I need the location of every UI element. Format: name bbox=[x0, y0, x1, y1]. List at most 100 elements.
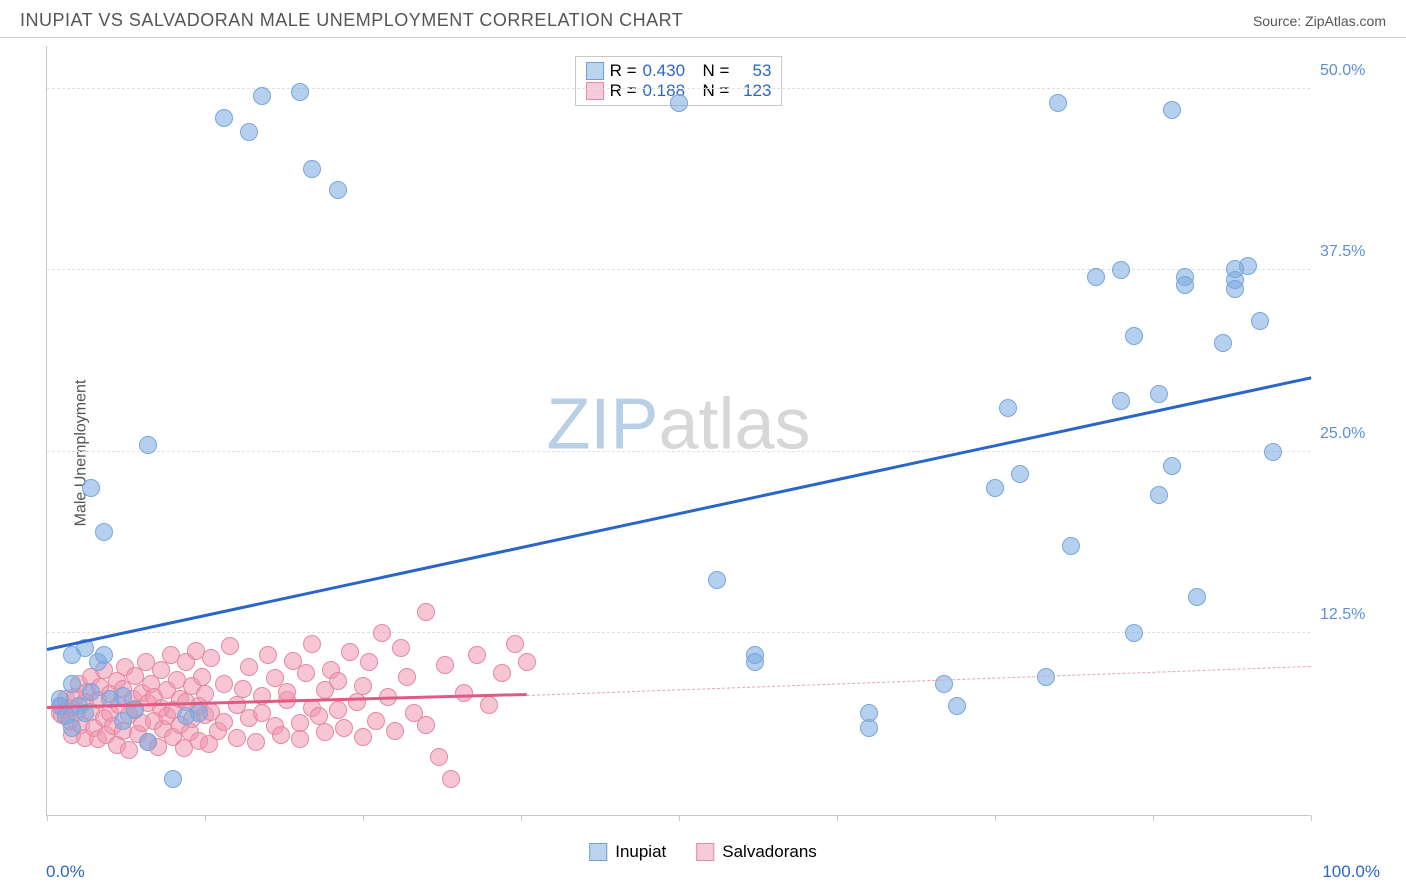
data-point-inupiat bbox=[1163, 457, 1181, 475]
legend-stats-row-inupiat: R = 0.430 N = 53 bbox=[586, 61, 772, 81]
data-point-inupiat bbox=[95, 646, 113, 664]
data-point-salvadorans bbox=[228, 729, 246, 747]
data-point-inupiat bbox=[1125, 624, 1143, 642]
data-point-inupiat bbox=[1125, 327, 1143, 345]
data-point-inupiat bbox=[1188, 588, 1206, 606]
legend-item-salvadorans[interactable]: Salvadorans bbox=[696, 842, 817, 862]
data-point-salvadorans bbox=[442, 770, 460, 788]
data-point-salvadorans bbox=[386, 722, 404, 740]
source-link[interactable]: ZipAtlas.com bbox=[1305, 13, 1386, 29]
source-attribution: Source: ZipAtlas.com bbox=[1253, 13, 1386, 29]
legend-label-inupiat: Inupiat bbox=[615, 842, 666, 862]
data-point-inupiat bbox=[986, 479, 1004, 497]
data-point-salvadorans bbox=[341, 643, 359, 661]
data-point-inupiat bbox=[1112, 392, 1130, 410]
source-prefix: Source: bbox=[1253, 13, 1305, 29]
data-point-inupiat bbox=[63, 675, 81, 693]
data-point-inupiat bbox=[1150, 486, 1168, 504]
data-point-inupiat bbox=[139, 436, 157, 454]
legend-r-value-salvadorans: 0.188 bbox=[643, 81, 697, 101]
x-axis-label-max: 100.0% bbox=[1322, 862, 1380, 882]
data-point-salvadorans bbox=[329, 672, 347, 690]
data-point-salvadorans bbox=[354, 728, 372, 746]
data-point-salvadorans bbox=[455, 684, 473, 702]
data-point-salvadorans bbox=[436, 656, 454, 674]
x-tick bbox=[47, 815, 48, 821]
x-tick bbox=[995, 815, 996, 821]
y-tick-label: 37.5% bbox=[1320, 243, 1384, 261]
legend-swatch-salvadorans-bottom bbox=[696, 843, 714, 861]
legend-r-label: R = bbox=[610, 61, 637, 81]
data-point-salvadorans bbox=[272, 726, 290, 744]
data-point-salvadorans bbox=[506, 635, 524, 653]
data-point-inupiat bbox=[139, 733, 157, 751]
header-bar: INUPIAT VS SALVADORAN MALE UNEMPLOYMENT … bbox=[0, 0, 1406, 38]
data-point-inupiat bbox=[63, 719, 81, 737]
data-point-inupiat bbox=[1163, 101, 1181, 119]
data-point-inupiat bbox=[746, 653, 764, 671]
x-tick bbox=[205, 815, 206, 821]
data-point-salvadorans bbox=[392, 639, 410, 657]
data-point-inupiat bbox=[708, 571, 726, 589]
data-point-salvadorans bbox=[480, 696, 498, 714]
legend-swatch-inupiat-bottom bbox=[589, 843, 607, 861]
data-point-inupiat bbox=[82, 479, 100, 497]
x-axis-label-min: 0.0% bbox=[46, 862, 85, 882]
y-tick-label: 25.0% bbox=[1320, 425, 1384, 443]
data-point-inupiat bbox=[1214, 334, 1232, 352]
watermark: ZIPatlas bbox=[546, 383, 810, 465]
legend-label-salvadorans: Salvadorans bbox=[722, 842, 817, 862]
data-point-salvadorans bbox=[518, 653, 536, 671]
data-point-salvadorans bbox=[215, 713, 233, 731]
data-point-salvadorans bbox=[259, 646, 277, 664]
data-point-salvadorans bbox=[297, 664, 315, 682]
data-point-salvadorans bbox=[193, 668, 211, 686]
data-point-salvadorans bbox=[316, 723, 334, 741]
data-point-salvadorans bbox=[221, 637, 239, 655]
data-point-salvadorans bbox=[493, 664, 511, 682]
data-point-salvadorans bbox=[373, 624, 391, 642]
data-point-salvadorans bbox=[234, 680, 252, 698]
legend-r-label2: R = bbox=[610, 81, 637, 101]
data-point-inupiat bbox=[190, 704, 208, 722]
data-point-inupiat bbox=[670, 94, 688, 112]
data-point-salvadorans bbox=[417, 716, 435, 734]
data-point-inupiat bbox=[948, 697, 966, 715]
y-tick-label: 12.5% bbox=[1320, 606, 1384, 624]
data-point-salvadorans bbox=[417, 603, 435, 621]
data-point-salvadorans bbox=[120, 741, 138, 759]
plot-region: ZIPatlas R = 0.430 N = 53 R = 0.188 N = … bbox=[46, 46, 1310, 816]
data-point-salvadorans bbox=[329, 701, 347, 719]
data-point-inupiat bbox=[1062, 537, 1080, 555]
x-tick bbox=[363, 815, 364, 821]
chart-area: Male Unemployment ZIPatlas R = 0.430 N =… bbox=[0, 38, 1406, 868]
data-point-inupiat bbox=[1176, 276, 1194, 294]
data-point-salvadorans bbox=[360, 653, 378, 671]
data-point-salvadorans bbox=[335, 719, 353, 737]
data-point-inupiat bbox=[1150, 385, 1168, 403]
data-point-salvadorans bbox=[303, 635, 321, 653]
data-point-salvadorans bbox=[430, 748, 448, 766]
data-point-salvadorans bbox=[215, 675, 233, 693]
watermark-atlas: atlas bbox=[658, 384, 810, 464]
data-point-inupiat bbox=[1011, 465, 1029, 483]
data-point-inupiat bbox=[82, 683, 100, 701]
data-point-inupiat bbox=[1049, 94, 1067, 112]
legend-n-label: N = bbox=[703, 61, 730, 81]
y-tick-label: 50.0% bbox=[1320, 62, 1384, 80]
legend-swatch-inupiat bbox=[586, 62, 604, 80]
data-point-salvadorans bbox=[291, 730, 309, 748]
legend-n-value-inupiat: 53 bbox=[735, 61, 771, 81]
chart-title: INUPIAT VS SALVADORAN MALE UNEMPLOYMENT … bbox=[20, 10, 683, 31]
x-tick bbox=[837, 815, 838, 821]
data-point-inupiat bbox=[164, 770, 182, 788]
legend-series: Inupiat Salvadorans bbox=[589, 842, 817, 862]
trendline-salvadorans-dashed bbox=[527, 666, 1311, 696]
data-point-inupiat bbox=[1251, 312, 1269, 330]
data-point-salvadorans bbox=[202, 649, 220, 667]
x-tick bbox=[1153, 815, 1154, 821]
legend-item-inupiat[interactable]: Inupiat bbox=[589, 842, 666, 862]
data-point-salvadorans bbox=[398, 668, 416, 686]
watermark-zip: ZIP bbox=[546, 384, 658, 464]
data-point-salvadorans bbox=[367, 712, 385, 730]
